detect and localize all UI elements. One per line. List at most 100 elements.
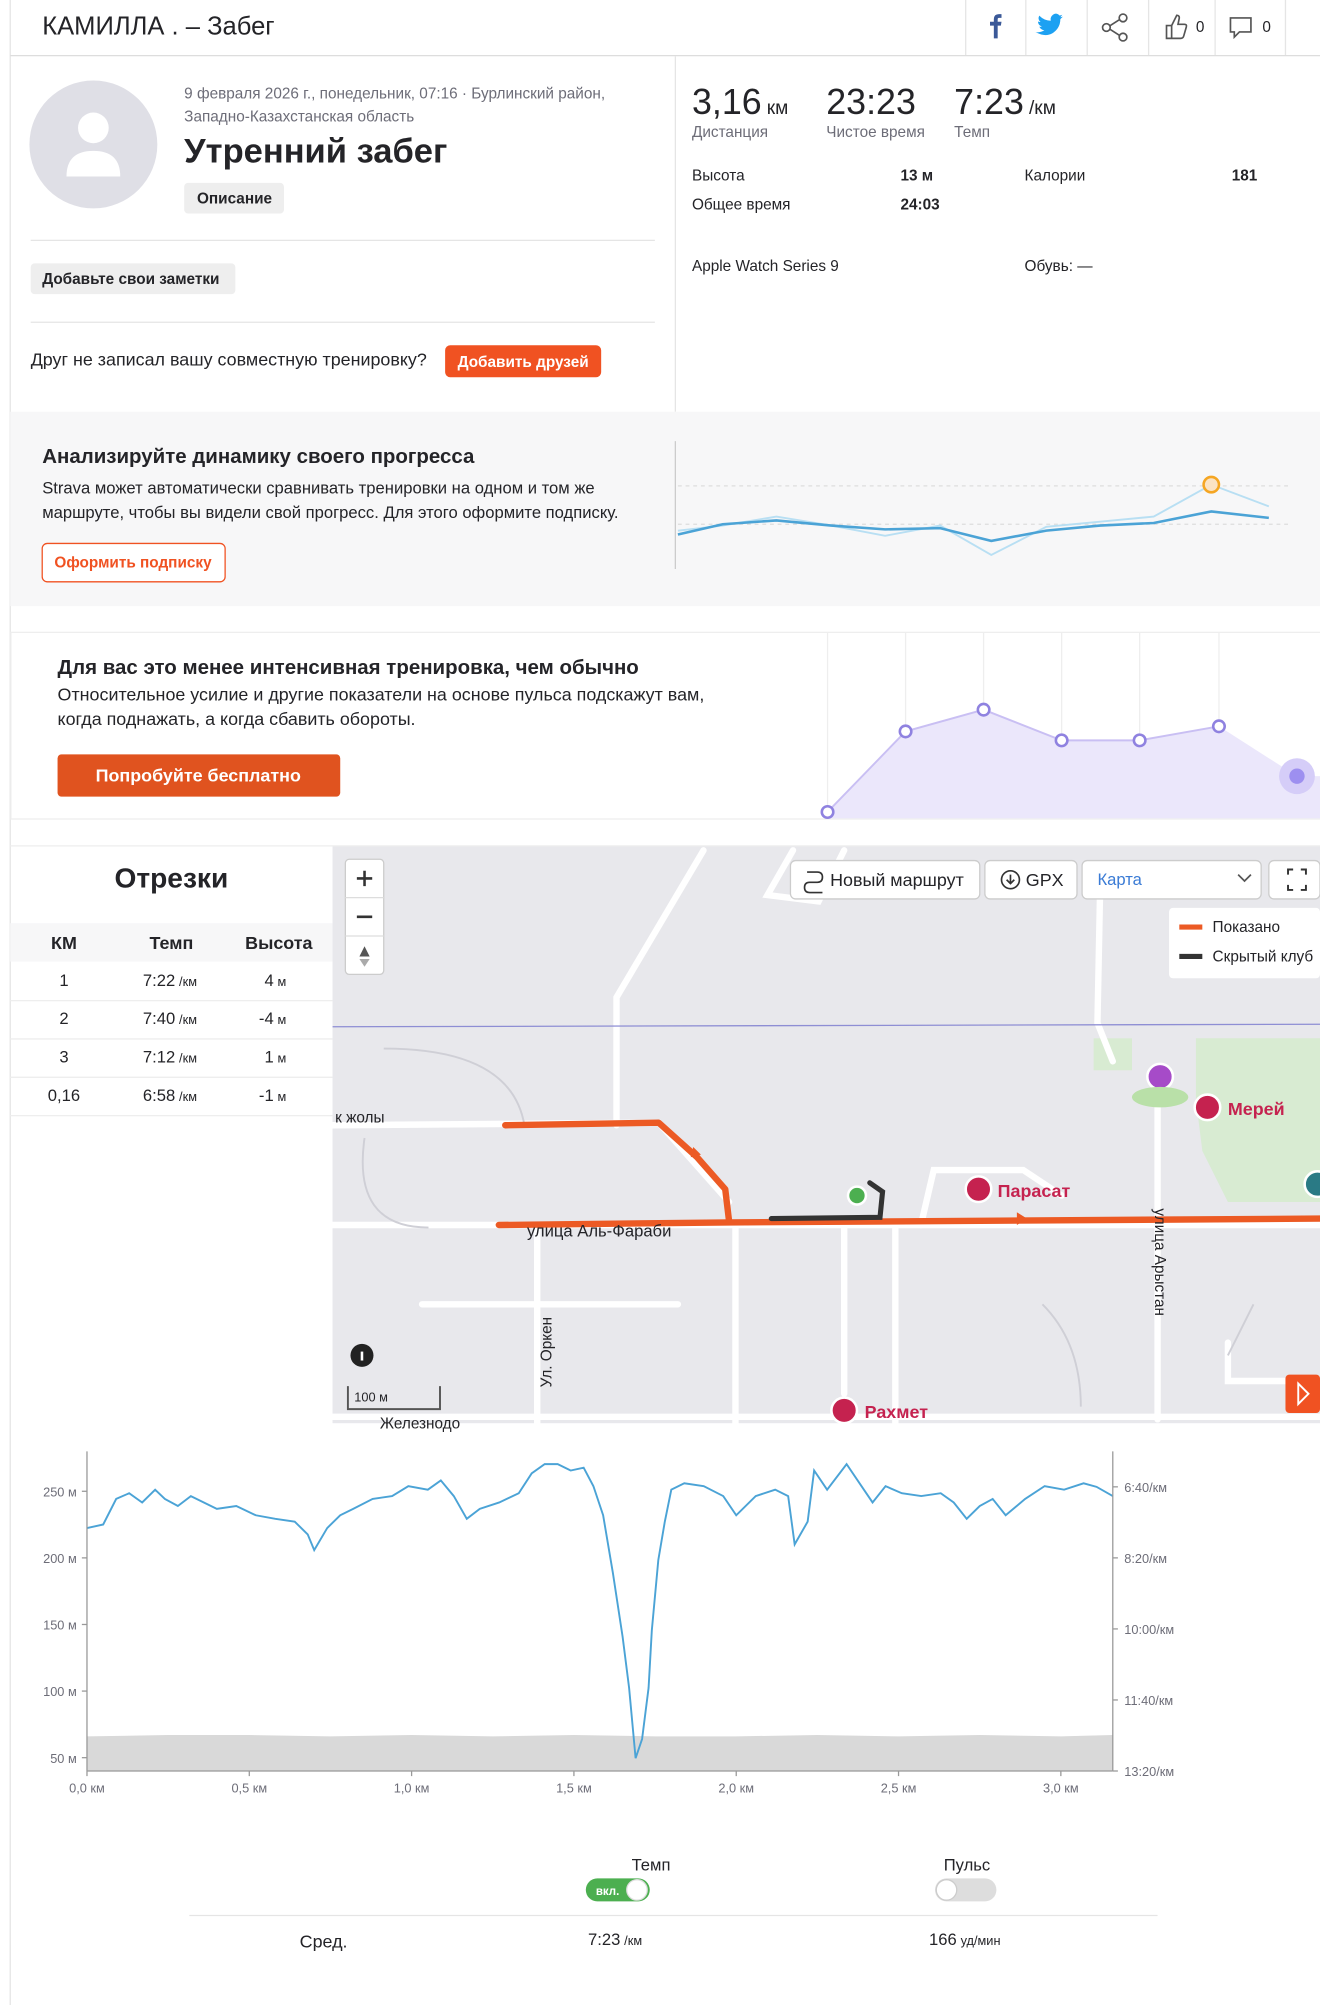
- try-free-label[interactable]: Попробуйте бесплатно: [96, 765, 301, 785]
- map-type-label[interactable]: Карта: [1097, 870, 1142, 889]
- split-pace: 7:12: [143, 1048, 175, 1067]
- y2-tick-label: 8:20/км: [1124, 1551, 1167, 1566]
- stat-label: Общее время: [692, 197, 790, 214]
- splits-column: Высота: [245, 933, 313, 953]
- activity-meta: 9 февраля 2026 г., понедельник, 07:16 · …: [184, 85, 605, 102]
- activity-meta: Западно-Казахстанская область: [184, 108, 414, 125]
- activity-title: Утренний забег: [184, 132, 447, 170]
- comment-count: 0: [1262, 19, 1271, 36]
- stat-value: 3,16: [692, 82, 762, 122]
- stat-value: 24:03: [900, 197, 939, 214]
- subscribe-label[interactable]: Оформить подписку: [54, 555, 212, 572]
- kudos-button[interactable]: [1165, 14, 1188, 40]
- share-button[interactable]: [1101, 13, 1128, 42]
- split-elev: -1: [259, 1086, 274, 1105]
- promo-title: Для вас это менее интенсивная тренировка…: [58, 656, 639, 679]
- stat-label: Высота: [692, 167, 745, 184]
- x-tick-label: 1,5 км: [556, 1781, 592, 1796]
- stat-unit: км: [767, 98, 789, 119]
- promo-text: Относительное усилие и другие показатели…: [58, 685, 705, 705]
- split-pace-unit: /км: [179, 974, 197, 989]
- y-tick-label: 200 м: [43, 1551, 77, 1566]
- toggle-label: Темп: [632, 1856, 671, 1875]
- x-tick-label: 3,0 км: [1043, 1781, 1079, 1796]
- zoom-controls[interactable]: [344, 858, 385, 976]
- stat-label: Калории: [1025, 167, 1086, 184]
- stat-value: 181: [1232, 167, 1258, 184]
- page-title: КАМИЛЛА . – Забег: [42, 13, 274, 41]
- split-km: 3: [59, 1048, 68, 1067]
- stat-label: Чистое время: [826, 124, 925, 141]
- device: Apple Watch Series 9: [692, 258, 839, 275]
- x-tick-label: 2,5 км: [881, 1781, 917, 1796]
- description-button[interactable]: [184, 182, 284, 214]
- notes-button[interactable]: [30, 263, 236, 295]
- shoes: Обувь: —: [1025, 258, 1094, 275]
- toggle-state: вкл.: [596, 1886, 619, 1898]
- legend-label: Скрытый клуб: [1213, 949, 1314, 966]
- split-km: 1: [59, 971, 68, 990]
- gpx-label[interactable]: GPX: [1026, 870, 1064, 890]
- new-route-label[interactable]: Новый маршрут: [830, 870, 964, 890]
- y2-tick-label: 10:00/км: [1124, 1622, 1174, 1637]
- fullscreen-button[interactable]: [1268, 859, 1320, 900]
- x-tick-label: 0,0 км: [69, 1781, 105, 1796]
- gpx-button[interactable]: [984, 859, 1078, 900]
- promo-text: когда поднажать, а когда сбавить обороты…: [58, 709, 416, 729]
- map-label: улица Аль-Фараби: [527, 1222, 671, 1241]
- avatar-icon: [78, 112, 109, 144]
- elevation-area: [86, 1735, 1113, 1771]
- fullscreen-icon: [1287, 868, 1307, 891]
- avg-pace: 7:23: [588, 1930, 620, 1949]
- split-km: 2: [59, 1009, 68, 1028]
- avg-pace-unit: /км: [624, 1933, 642, 1948]
- split-pace: 6:58: [143, 1086, 175, 1105]
- splits-column: Темп: [149, 933, 193, 953]
- map-label: Ул. Оркен: [538, 1317, 555, 1387]
- dropdown-icon: [1237, 874, 1252, 883]
- splits-column: КМ: [51, 933, 77, 953]
- comment-button[interactable]: [1229, 17, 1252, 40]
- download-icon: [1000, 869, 1021, 890]
- stats: 3,16 км Дистанция 23:23 Чистое время 7:23/км Т…: [692, 82, 1258, 214]
- split-pace-unit: /км: [179, 1051, 197, 1066]
- stat-value: 7:23: [954, 82, 1024, 122]
- stat-value: 13 м: [900, 167, 933, 184]
- avg-hr-unit: уд/мин: [961, 1933, 1001, 1948]
- header-separators: [965, 0, 1287, 55]
- map-legend: [1169, 907, 1320, 979]
- kudos-count: 0: [1196, 19, 1205, 36]
- toggle-label: Пульс: [944, 1856, 991, 1875]
- splits-header: [10, 923, 333, 962]
- subscribe-button[interactable]: [41, 542, 226, 583]
- toggle-knob: [935, 1879, 958, 1901]
- x-tick-label: 1,0 км: [394, 1781, 430, 1796]
- notes-label[interactable]: Добавьте свои заметки: [42, 271, 219, 288]
- progress-promo: [10, 411, 1320, 607]
- stat-label: Дистанция: [692, 124, 768, 141]
- y2-tick-label: 6:40/км: [1124, 1480, 1167, 1495]
- y2-tick-label: 13:20/км: [1124, 1764, 1174, 1779]
- description-label[interactable]: Описание: [197, 190, 272, 207]
- twitter-button[interactable]: [1035, 13, 1063, 36]
- download-icon: [1006, 874, 1015, 885]
- map-type-select[interactable]: [1081, 859, 1262, 900]
- add-friends-button[interactable]: [445, 345, 602, 378]
- avg-hr: 166: [929, 1930, 957, 1949]
- route-icon: [803, 871, 824, 894]
- facebook-button[interactable]: [990, 14, 1002, 39]
- split-elev-unit: м: [278, 1012, 287, 1027]
- try-free-button[interactable]: [57, 754, 341, 797]
- add-friends-label[interactable]: Добавить друзей: [458, 354, 589, 371]
- map-label: улица Арыстан: [1151, 1208, 1168, 1316]
- split-elev-unit: м: [278, 974, 287, 989]
- promo-title: Анализируйте динамику своего прогресса: [42, 445, 475, 468]
- legend-label: Показано: [1213, 919, 1280, 936]
- new-route-button[interactable]: [789, 859, 981, 900]
- progress-illustration: [674, 441, 1292, 570]
- map-poi: Рахмет: [865, 1402, 929, 1422]
- x-tick-label: 2,0 км: [718, 1781, 754, 1796]
- map[interactable]: [329, 846, 1320, 1427]
